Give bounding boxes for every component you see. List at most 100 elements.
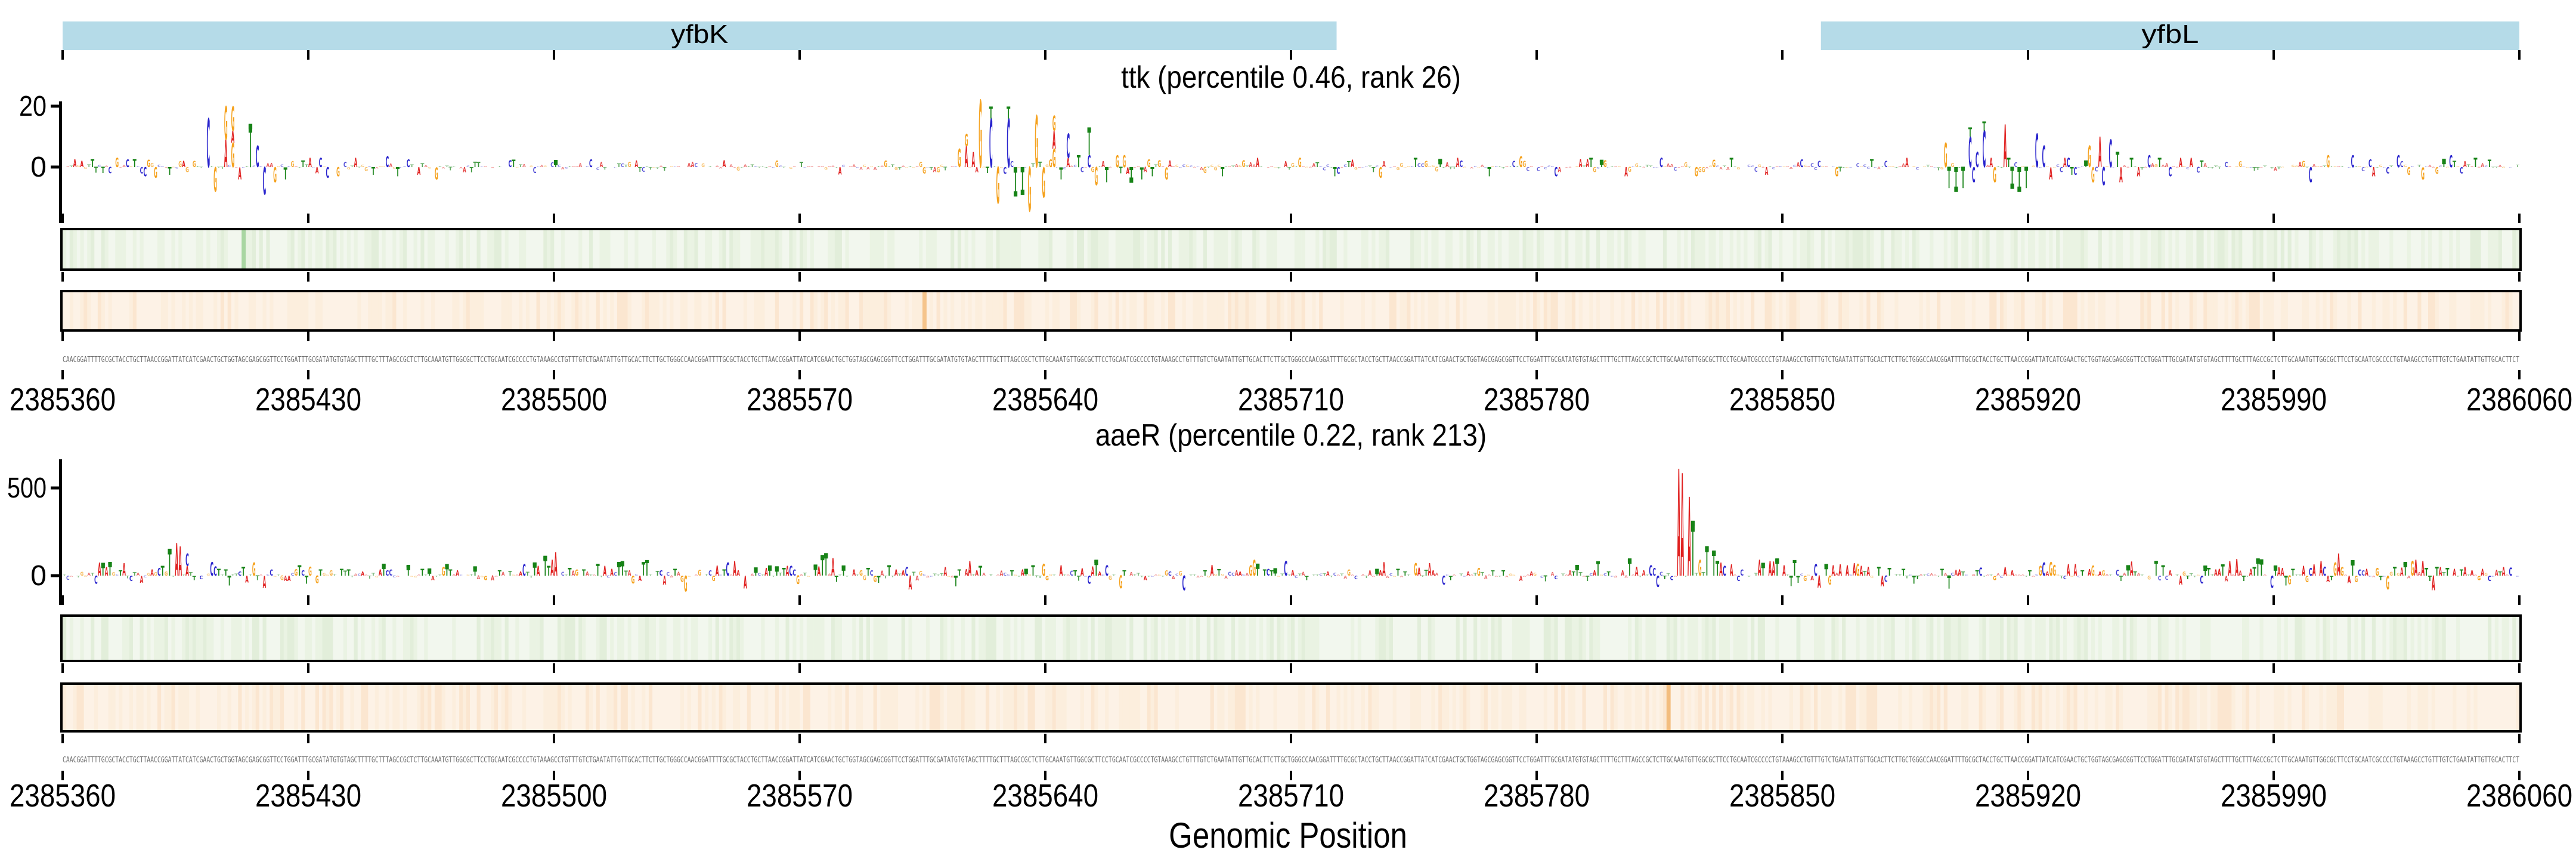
logo-letter-C: C [2225, 161, 2228, 169]
logo-letter-T: T [841, 563, 845, 579]
logo-letter-T: T [638, 166, 642, 174]
logo-letter-A: A [1382, 160, 1386, 169]
logo-letter-A: A [1758, 557, 1761, 582]
logo-letter-A: A [2432, 167, 2436, 169]
logo-letter-G: G [1491, 166, 1495, 168]
logo-letter-A: A [688, 162, 691, 168]
logo-letter-C: C [2056, 164, 2060, 168]
logo-letter-A: A [874, 166, 877, 171]
logo-letter-T: T [1712, 545, 1716, 584]
logo-letter-A: A [1445, 162, 1449, 169]
logo-letter-A: A [965, 567, 968, 578]
letter-cap [2403, 561, 2407, 567]
logo-letter-G: G [435, 163, 438, 183]
logo-letter-T: T [1691, 506, 1695, 593]
logo-letter-C: C [1337, 165, 1340, 176]
logo-letter-T: T [993, 166, 997, 168]
logo-letter-G: G [273, 576, 277, 577]
logo-letter-T: T [835, 167, 839, 169]
logo-letter-G: G [185, 166, 189, 174]
logo-letter-C: C [2014, 162, 2018, 169]
logo-letter-T: T [582, 568, 586, 578]
logo-letter-A: A [2123, 571, 2126, 577]
logo-letter-A: A [950, 166, 955, 168]
logo-letter-T: T [1449, 575, 1453, 582]
logo-letter-C: C [2484, 165, 2488, 168]
letter-cap [1013, 191, 1018, 197]
logo-letter-C: C [143, 164, 147, 179]
logo-letter-A: A [768, 166, 772, 168]
logo-letter-A: A [1144, 166, 1147, 174]
logo-letter-A: A [1642, 570, 1646, 577]
y-tick-label: 0 [30, 560, 47, 592]
logo-letter-T: T [1035, 575, 1038, 578]
logo-letter-T: T [1221, 165, 1224, 180]
logo-letter-A: A [1789, 167, 1793, 169]
logo-letter-G: G [968, 167, 972, 168]
logo-letter-C: C [481, 166, 484, 168]
logo-letter-A: A [2235, 555, 2238, 581]
logo-letter-T: T [199, 167, 203, 169]
x-tick-label: 2385640 [992, 778, 1098, 814]
logo-letter-C: C [779, 165, 782, 168]
logo-letter-T: T [108, 560, 112, 580]
logo-letter-T: T [1824, 561, 1828, 580]
logo-letter-C: C [1659, 155, 1663, 170]
logo-letter-G: G [1116, 152, 1119, 171]
logo-letter-T: T [2253, 565, 2257, 579]
logo-letter-G: G [2049, 559, 2052, 580]
panel-title-ttk: ttk (percentile 0.46, rank 26) [1121, 60, 1461, 95]
logo-letter-T: T [1498, 166, 1502, 168]
logo-letter-C: C [2516, 576, 2519, 577]
logo-letter-G: G [1109, 575, 1112, 582]
logo-letter-A: A [284, 575, 287, 583]
logo-letter-G: G [1600, 574, 1603, 576]
logo-letter-A: A [572, 570, 575, 577]
logo-letter-T: T [1224, 166, 1228, 168]
logo-letter-A: A [2407, 575, 2411, 579]
logo-letter-C: C [1088, 574, 1091, 587]
logo-letter-C: C [2242, 166, 2246, 168]
logo-letter-T: T [1639, 166, 1643, 168]
logo-letter-A: A [2495, 568, 2498, 578]
logo-letter-T: T [350, 165, 354, 168]
logo-letter-A: A [996, 574, 1001, 576]
logo-letter-A: A [2302, 564, 2305, 579]
logo-letter-T: T [1270, 569, 1274, 578]
logo-letter-A: A [1351, 574, 1355, 576]
logo-letter-G: G [979, 82, 982, 189]
logo-letter-T: T [1905, 575, 1909, 579]
logo-letter-C: C [2147, 152, 2151, 171]
logo-letter-T: T [2186, 575, 2190, 580]
logo-letter-C: C [1547, 166, 1551, 168]
x-tick-label: 2385500 [501, 382, 607, 418]
letter-cap [824, 553, 828, 559]
logo-letter-C: C [789, 563, 792, 579]
logo-letter-A: A [140, 573, 144, 585]
logo-letter-T: T [1786, 574, 1790, 576]
logo-letter-C: C [1326, 164, 1330, 168]
logo-letter-A: A [2344, 574, 2348, 576]
logo-letter-C: C [792, 567, 796, 577]
logo-letter-C: C [287, 166, 291, 167]
logo-letter-C: C [129, 575, 133, 583]
logo-letter-T: T [231, 574, 235, 576]
logo-letter-A: A [2372, 576, 2376, 577]
logo-letter-T: T [779, 572, 783, 577]
logo-letter-C: C [2509, 566, 2512, 579]
logo-letter-G: G [2046, 166, 2049, 167]
logo-letter-G: G [1210, 165, 1214, 168]
logo-letter-G: G [1242, 159, 1246, 169]
logo-letter-T: T [662, 167, 667, 173]
logo-letter-T: T [649, 574, 653, 576]
logo-letter-T: T [838, 574, 843, 576]
logo-letter-G: G [1575, 166, 1579, 168]
logo-letter-G: G [2411, 558, 2414, 581]
logo-letter-A: A [1846, 563, 1849, 579]
logo-letter-T: T [1407, 574, 1411, 576]
logo-letter-T: T [1575, 564, 1579, 579]
logo-letter-A: A [1519, 575, 1523, 583]
logo-letter-G: G [922, 165, 926, 176]
logo-letter-T: T [445, 561, 448, 580]
letter-cap [1438, 159, 1442, 165]
